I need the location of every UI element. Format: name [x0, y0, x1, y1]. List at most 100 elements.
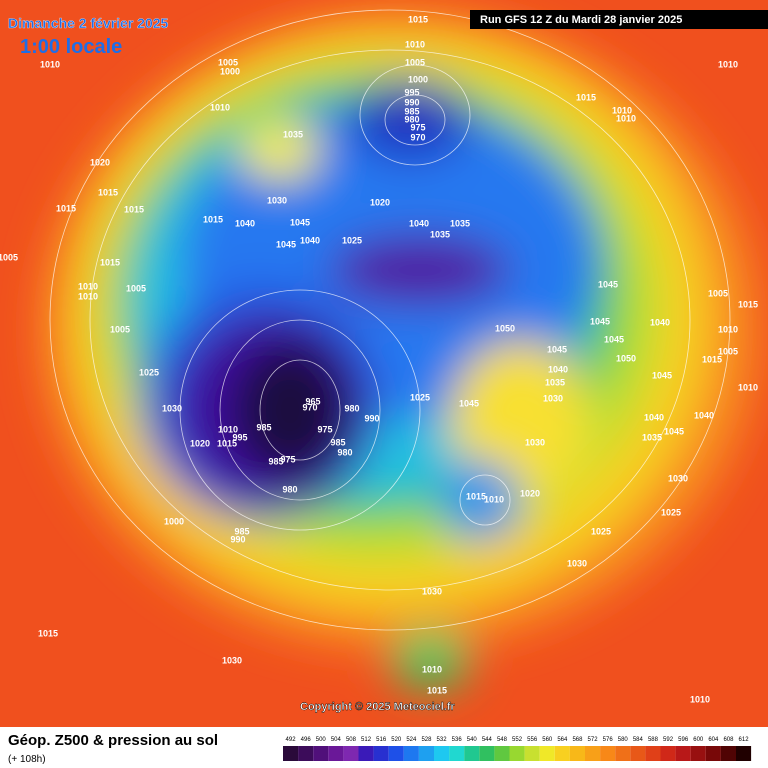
scale-label: 548	[497, 737, 508, 743]
isobar-label: 980	[282, 484, 297, 494]
scale-label: 564	[557, 737, 568, 743]
scale-swatch	[720, 746, 736, 761]
scale-label: 580	[618, 737, 629, 743]
scale-swatch	[494, 746, 510, 761]
isobar-label: 1010	[718, 59, 738, 69]
scale-label: 600	[693, 737, 704, 743]
scale-swatch	[298, 746, 314, 761]
scale-label: 528	[421, 737, 432, 743]
run-info: Run GFS 12 Z du Mardi 28 janvier 2025	[480, 14, 682, 26]
isobar-label: 1045	[547, 344, 567, 354]
isobar-label: 1045	[598, 279, 618, 289]
isobar-label: 1010	[616, 113, 636, 123]
isobar-label: 1005	[405, 57, 425, 67]
isobar-label: 1010	[484, 494, 504, 504]
map-date: Dimanche 2 février 2025	[8, 15, 169, 31]
isobar-label: 1030	[162, 403, 182, 413]
isobar-label: 1040	[235, 218, 255, 228]
scale-swatch	[524, 746, 540, 761]
scale-swatch	[373, 746, 389, 761]
isobar-label: 1030	[567, 558, 587, 568]
isobar-label: 995	[232, 432, 247, 442]
scale-swatch	[509, 746, 525, 761]
scale-label: 552	[512, 737, 523, 743]
scale-label: 500	[316, 737, 327, 743]
isobar-label: 1045	[664, 426, 684, 436]
footer-subtitle: (+ 108h)	[8, 754, 46, 765]
isobar-label: 1005	[0, 252, 18, 262]
isobar-label: 1020	[90, 157, 110, 167]
isobar-label: 1000	[408, 74, 428, 84]
isobar-label: 1015	[427, 685, 447, 695]
isobar-label: 1005	[110, 324, 130, 334]
isobar-label: 1025	[139, 367, 159, 377]
isobar-label: 1025	[661, 507, 681, 517]
isobar-label: 980	[337, 447, 352, 457]
scale-label: 512	[361, 737, 372, 743]
isobar-label: 1000	[164, 516, 184, 526]
isobar-label: 1005	[708, 288, 728, 298]
isobar-label: 1040	[548, 364, 568, 374]
isobar-label: 980	[344, 403, 359, 413]
footer-title: Géop. Z500 & pression au sol	[8, 732, 218, 749]
scale-label: 608	[723, 737, 734, 743]
isobar-label: 1030	[543, 393, 563, 403]
scale-label: 568	[572, 737, 583, 743]
scale-swatch	[645, 746, 661, 761]
isobar-label: 1015	[576, 92, 596, 102]
isobar-label: 1010	[210, 102, 230, 112]
isobar-label: 1040	[409, 218, 429, 228]
isobar-label: 1045	[459, 398, 479, 408]
isobar-label: 1010	[718, 324, 738, 334]
isobar-label: 1010	[40, 59, 60, 69]
isobar-label: 965	[305, 396, 320, 406]
scale-label: 504	[331, 737, 342, 743]
isobar-label: 1005	[218, 57, 238, 67]
isobar-label: 1005	[126, 283, 146, 293]
isobar-label: 1010	[405, 39, 425, 49]
isobar-label: 975	[317, 424, 332, 434]
isobar-label: 1015	[98, 187, 118, 197]
isobar-label: 1010	[690, 694, 710, 704]
scale-swatch	[600, 746, 616, 761]
scale-label: 556	[527, 737, 538, 743]
isobar-label: 985	[404, 106, 419, 116]
isobar-label: 1010	[78, 291, 98, 301]
isobar-label: 1025	[410, 392, 430, 402]
scale-label: 540	[467, 737, 478, 743]
run-box	[470, 10, 768, 29]
isobar-label: 1030	[525, 437, 545, 447]
isobar-label: 1035	[430, 229, 450, 239]
isobar-label: 1010	[422, 664, 442, 674]
isobar-label: 985	[256, 422, 271, 432]
scale-label: 604	[708, 737, 719, 743]
scale-label: 516	[376, 737, 387, 743]
scale-swatch	[660, 746, 676, 761]
scale-label: 508	[346, 737, 357, 743]
scale-swatch	[434, 746, 450, 761]
scale-swatch	[418, 746, 434, 761]
scale-label: 544	[482, 737, 493, 743]
scale-label: 560	[542, 737, 553, 743]
isobar-label: 1045	[590, 316, 610, 326]
isobar-label: 985	[268, 456, 283, 466]
isobar-label: 1030	[222, 655, 242, 665]
isobar-label: 1010	[78, 281, 98, 291]
isobar-label: 1015	[203, 214, 223, 224]
isobar-label: 1030	[422, 586, 442, 596]
isobar-label: 990	[364, 413, 379, 423]
scale-swatch	[479, 746, 495, 761]
isobar-label: 1000	[220, 66, 240, 76]
isobar-label: 1040	[300, 235, 320, 245]
isobar-label: 1035	[283, 129, 303, 139]
isobar-label: 1005	[718, 346, 738, 356]
isobar-label: 1015	[408, 14, 428, 24]
scale-label: 592	[663, 737, 674, 743]
isobars	[49, 9, 731, 631]
isobar-label: 1015	[217, 438, 237, 448]
scale-label: 524	[406, 737, 417, 743]
scale-swatch	[328, 746, 344, 761]
isobar-label: 1030	[267, 195, 287, 205]
copyright: Copyright © 2025 Meteociel.fr	[300, 701, 456, 713]
scale-swatch	[313, 746, 329, 761]
